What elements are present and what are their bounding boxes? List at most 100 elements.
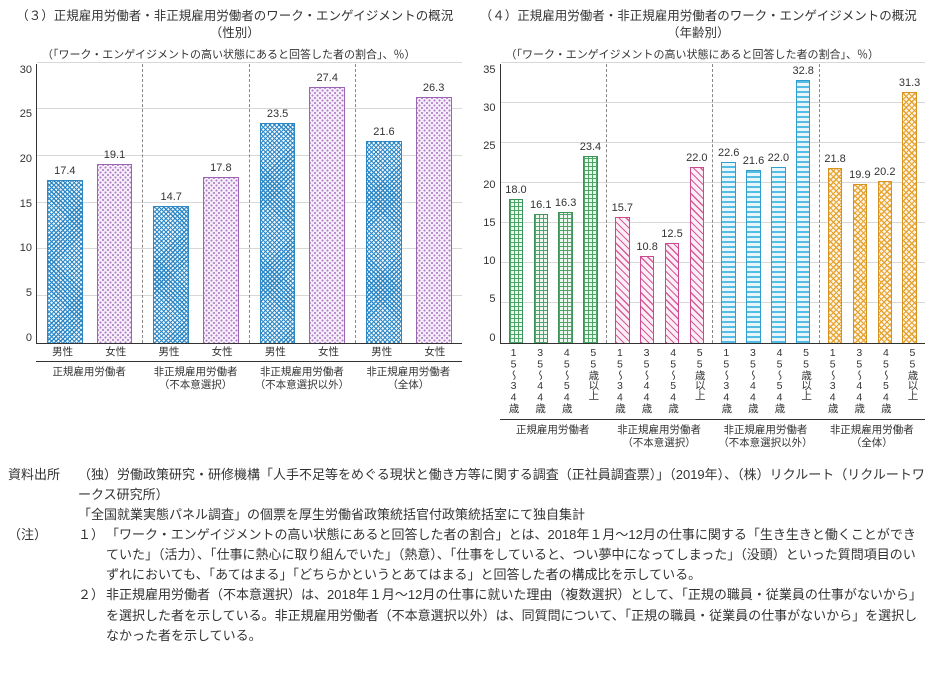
bar: 10.8 (640, 256, 654, 342)
bar-group: 21.626.3 (355, 64, 461, 343)
bar-value: 31.3 (899, 77, 920, 89)
source-label: 資料出所 (8, 465, 78, 525)
y-tick: 30 (483, 102, 495, 114)
bar-group: 17.4 19.1 (37, 64, 142, 343)
y-tick: 25 (20, 108, 32, 120)
x-tick-label: 15〜34歳 (712, 344, 739, 420)
bar-value: 17.4 (54, 165, 75, 177)
x-tick-label: 15〜34歳 (500, 344, 527, 420)
x-tick-label: 55歳以上 (792, 344, 819, 420)
note-item: １）「ワーク・エンゲイジメントの高い状態にあると回答した者の割合」とは、2018… (78, 525, 925, 585)
y-tick: 0 (489, 332, 495, 344)
bar-value: 18.0 (505, 184, 526, 196)
bar-slot: 21.8 (823, 64, 848, 343)
bar-value: 19.1 (104, 149, 125, 161)
bar-value: 26.3 (423, 82, 444, 94)
bar: 18.0 (509, 199, 523, 343)
y-axis: 302520151050 (8, 64, 36, 344)
y-tick: 20 (483, 179, 495, 191)
bar: 22.0 (690, 167, 704, 343)
panel-subtitle: （「ワーク・エンゲイジメントの高い状態にあると回答した者の割合」、％） (506, 46, 926, 62)
bar-slot: 19.1 (90, 64, 140, 343)
bar-slot: 32.8 (791, 64, 816, 343)
bar-value: 12.5 (661, 228, 682, 240)
bar-slot: 18.0 (504, 64, 529, 343)
bar-slot: 17.4 (40, 64, 90, 343)
bar-slot: 23.4 (578, 64, 603, 343)
note-item: ２）非正規雇用労働者（不本意選択）は、2018年１月〜12月の仕事に就いた理由（… (78, 585, 925, 645)
bar-slot: 22.6 (716, 64, 741, 343)
bar-slot: 19.9 (847, 64, 872, 343)
x-tick-label: 35〜44歳 (845, 344, 872, 420)
bar: 16.3 (558, 212, 572, 342)
x-tick-label: 35〜44歳 (739, 344, 766, 420)
bar-slot: 16.1 (528, 64, 553, 343)
bar-slot: 16.3 (553, 64, 578, 343)
bar-value: 32.8 (792, 65, 813, 77)
panel-title: （３）正規雇用労働者・非正規雇用労働者のワーク・エンゲイジメントの概況（性別） (8, 8, 462, 42)
bar: 22.0 (771, 167, 785, 343)
bar-value: 22.0 (686, 152, 707, 164)
x-tick-label: 15〜34歳 (606, 344, 633, 420)
bar: 19.9 (853, 184, 867, 343)
bar: 23.4 (583, 156, 597, 343)
bar-value: 21.8 (824, 153, 845, 165)
bar: 31.3 (902, 92, 916, 342)
bar: 12.5 (665, 243, 679, 343)
note-body: １）「ワーク・エンゲイジメントの高い状態にあると回答した者の割合」とは、2018… (78, 525, 925, 646)
bar-value: 14.7 (160, 191, 181, 203)
bar-group: 14.7 17.8 (142, 64, 248, 343)
footnotes: 資料出所 （独）労働政策研究・研修機構「人手不足等をめぐる現状と働き方等に関する… (8, 465, 925, 646)
chart-panel-1: （３）正規雇用労働者・非正規雇用労働者のワーク・エンゲイジメントの概況（性別）（… (8, 8, 462, 451)
bar-slot: 10.8 (635, 64, 660, 343)
x-tick-label: 男性 (355, 344, 408, 362)
bar-group: 15.7 10.8 12.5 22.0 (606, 64, 712, 343)
x-tick-label: 女性 (196, 344, 249, 362)
y-tick: 10 (483, 255, 495, 267)
bar-slot: 14.7 (146, 64, 196, 343)
bar: 15.7 (615, 217, 629, 343)
bar-slot: 20.2 (872, 64, 897, 343)
group-label: 非正規雇用労働者（不本意選択） (606, 419, 712, 450)
bar-group: 22.6 21.6 22.0 32.8 (712, 64, 818, 343)
bar: 14.7 (153, 206, 189, 343)
y-tick: 20 (20, 153, 32, 165)
y-tick: 5 (26, 287, 32, 299)
bar-slot: 23.5 (253, 64, 303, 343)
group-label: 正規雇用労働者 (500, 419, 606, 437)
x-tick-label: 女性 (89, 344, 142, 362)
bar-slot: 12.5 (660, 64, 685, 343)
x-tick-label: 男性 (36, 344, 89, 362)
y-tick: 15 (20, 198, 32, 210)
x-tick-label: 55歳以上 (898, 344, 925, 420)
bar: 19.1 (97, 164, 133, 342)
bar-slot: 26.3 (409, 64, 459, 343)
bar-value: 22.0 (768, 152, 789, 164)
bar: 17.8 (203, 177, 239, 343)
y-tick: 35 (483, 64, 495, 76)
panel-title: （４）正規雇用労働者・非正規雇用労働者のワーク・エンゲイジメントの概況（年齢別） (472, 8, 926, 42)
bar-value: 23.5 (267, 108, 288, 120)
y-tick: 5 (489, 293, 495, 305)
bar: 16.1 (534, 214, 548, 343)
bar: 27.4 (309, 87, 345, 343)
x-tick-label: 45〜54歳 (659, 344, 686, 420)
group-label: 非正規雇用労働者（不本意選択以外） (249, 361, 355, 392)
note-text: 非正規雇用労働者（不本意選択）は、2018年１月〜12月の仕事に就いた理由（複数… (106, 585, 925, 645)
x-axis: 15〜34歳35〜44歳45〜54歳55歳以上正規雇用労働者15〜34歳35〜4… (500, 344, 926, 451)
bar-group: 21.8 19.9 20.2 31.3 (819, 64, 925, 343)
bar-value: 16.3 (555, 197, 576, 209)
x-tick-label: 15〜34歳 (819, 344, 846, 420)
bar: 23.5 (260, 123, 296, 342)
bar-value: 21.6 (743, 155, 764, 167)
bar-value: 22.6 (718, 147, 739, 159)
x-tick-label: 35〜44歳 (632, 344, 659, 420)
bar: 26.3 (416, 97, 452, 342)
x-tick-label: 男性 (142, 344, 195, 362)
bar: 20.2 (878, 181, 892, 343)
bar-slot: 22.0 (766, 64, 791, 343)
bar: 22.6 (721, 162, 735, 343)
plot-area: 18.0 16.1 16.3 23.4 15.7 10.8 12.5 22.0 22.6 21.6… (500, 64, 926, 344)
bar-value: 19.9 (849, 169, 870, 181)
bar-value: 27.4 (317, 72, 338, 84)
